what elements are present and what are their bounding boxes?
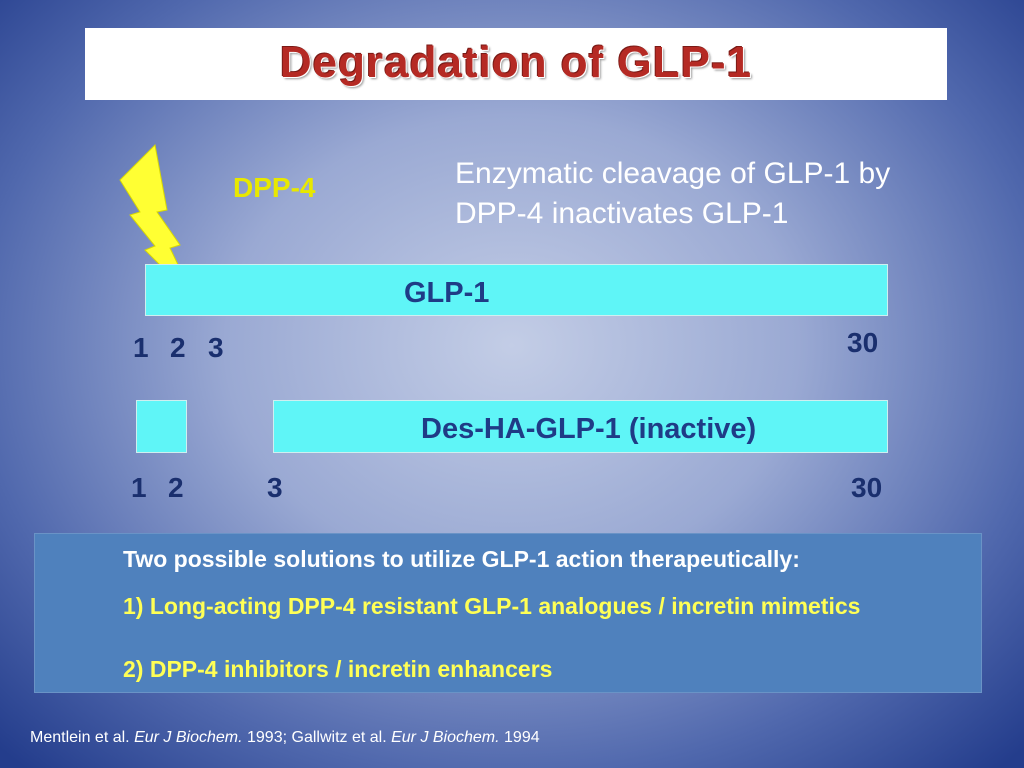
citation-authors: Gallwitz et al. bbox=[291, 729, 387, 746]
position-label: 3 bbox=[208, 332, 224, 363]
description: Enzymatic cleavage of GLP-1 by DPP-4 ina… bbox=[455, 157, 891, 230]
citation-journal: Eur J Biochem. bbox=[134, 729, 243, 746]
position-label: 2 bbox=[168, 472, 184, 503]
position-label: 2 bbox=[170, 332, 186, 363]
solution-item: 1) Long-acting DPP-4 resistant GLP-1 ana… bbox=[123, 593, 861, 619]
solutions-box: Two possible solutions to utilize GLP-1 … bbox=[34, 533, 982, 693]
glp1-bar: GLP-1 bbox=[145, 264, 888, 316]
position-label: 30 bbox=[851, 472, 883, 503]
position-label: 30 bbox=[847, 327, 879, 358]
citation-authors: Mentlein et al. bbox=[30, 729, 130, 746]
title: Degradation of GLP-1 bbox=[279, 38, 753, 87]
citation-year: 1993; bbox=[247, 729, 288, 746]
peptide-label: GLP-1 bbox=[404, 277, 490, 309]
solutions-heading: Two possible solutions to utilize GLP-1 … bbox=[123, 546, 800, 572]
position-label: 1 bbox=[131, 472, 147, 503]
title-box: Degradation of GLP-1 bbox=[85, 28, 947, 100]
enzyme-label: DPP-4 bbox=[233, 172, 316, 203]
citation-year: 1994 bbox=[504, 729, 540, 746]
solution-item: 2) DPP-4 inhibitors / incretin enhancers bbox=[123, 656, 553, 682]
des-ha-bar: Des-HA-GLP-1 (inactive) bbox=[273, 400, 888, 453]
cleaved-fragment bbox=[136, 400, 187, 453]
citation: Mentlein et al. Eur J Biochem. 1993; Gal… bbox=[30, 729, 540, 747]
position-label: 3 bbox=[267, 472, 283, 503]
peptide-label: Des-HA-GLP-1 (inactive) bbox=[421, 413, 757, 445]
citation-journal: Eur J Biochem. bbox=[391, 729, 500, 746]
position-label: 1 bbox=[133, 332, 149, 363]
